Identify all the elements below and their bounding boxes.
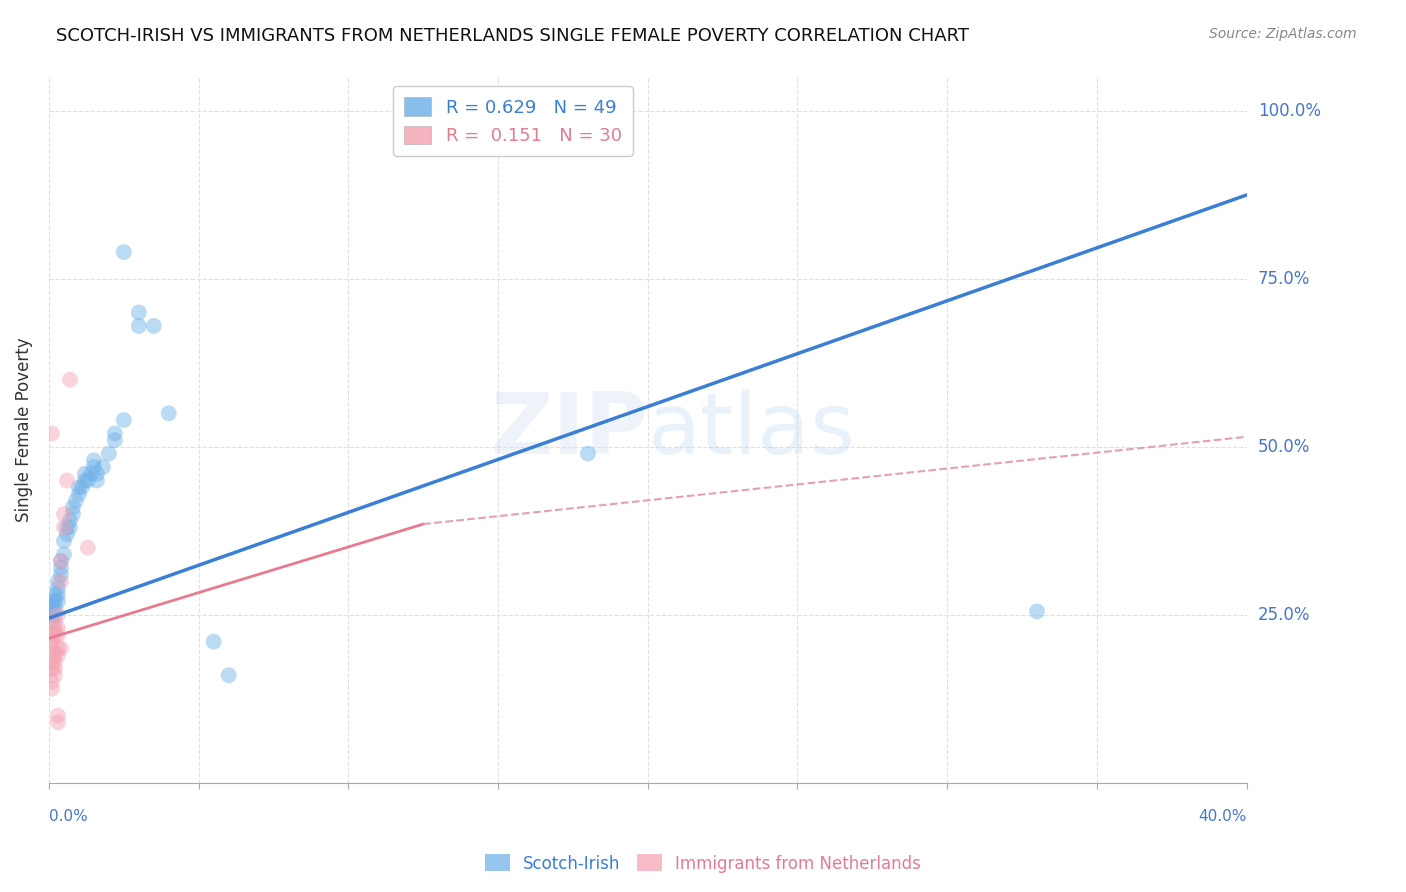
Point bbox=[44, 588, 66, 602]
Point bbox=[41, 661, 63, 675]
Point bbox=[41, 594, 63, 608]
Point bbox=[46, 628, 69, 642]
Point bbox=[41, 655, 63, 669]
Point bbox=[41, 641, 63, 656]
Point bbox=[41, 675, 63, 690]
Point bbox=[49, 641, 72, 656]
Text: 50.0%: 50.0% bbox=[1258, 438, 1310, 456]
Point bbox=[83, 453, 105, 467]
Point bbox=[73, 474, 96, 488]
Text: SCOTCH-IRISH VS IMMIGRANTS FROM NETHERLANDS SINGLE FEMALE POVERTY CORRELATION CH: SCOTCH-IRISH VS IMMIGRANTS FROM NETHERLA… bbox=[56, 27, 969, 45]
Point bbox=[41, 634, 63, 648]
Point bbox=[49, 561, 72, 575]
Point bbox=[52, 507, 75, 521]
Point bbox=[77, 474, 100, 488]
Point bbox=[44, 594, 66, 608]
Text: 40.0%: 40.0% bbox=[1198, 810, 1247, 824]
Point bbox=[65, 493, 87, 508]
Point bbox=[218, 668, 240, 682]
Point bbox=[44, 615, 66, 629]
Point bbox=[62, 500, 84, 515]
Point bbox=[97, 446, 120, 460]
Point bbox=[46, 594, 69, 608]
Text: ZIP: ZIP bbox=[491, 389, 648, 472]
Point bbox=[41, 601, 63, 615]
Point bbox=[44, 607, 66, 622]
Point bbox=[41, 607, 63, 622]
Point bbox=[112, 245, 135, 260]
Point bbox=[73, 467, 96, 481]
Point bbox=[44, 628, 66, 642]
Point bbox=[52, 533, 75, 548]
Point bbox=[157, 406, 180, 420]
Point bbox=[49, 554, 72, 568]
Point bbox=[44, 601, 66, 615]
Point bbox=[59, 373, 82, 387]
Text: 100.0%: 100.0% bbox=[1258, 102, 1320, 120]
Point bbox=[46, 588, 69, 602]
Legend: R = 0.629   N = 49, R =  0.151   N = 30: R = 0.629 N = 49, R = 0.151 N = 30 bbox=[394, 87, 633, 156]
Text: 25.0%: 25.0% bbox=[1258, 606, 1310, 624]
Point bbox=[44, 661, 66, 675]
Y-axis label: Single Female Poverty: Single Female Poverty bbox=[15, 338, 32, 523]
Point bbox=[86, 467, 108, 481]
Point bbox=[44, 668, 66, 682]
Point bbox=[86, 474, 108, 488]
Text: atlas: atlas bbox=[648, 389, 856, 472]
Point bbox=[46, 574, 69, 589]
Point bbox=[104, 433, 127, 447]
Point bbox=[46, 607, 69, 622]
Point bbox=[128, 318, 150, 333]
Point bbox=[70, 480, 93, 494]
Text: 0.0%: 0.0% bbox=[49, 810, 87, 824]
Point bbox=[112, 413, 135, 427]
Point bbox=[49, 574, 72, 589]
Point bbox=[41, 615, 63, 629]
Text: Source: ZipAtlas.com: Source: ZipAtlas.com bbox=[1209, 27, 1357, 41]
Point bbox=[46, 581, 69, 595]
Point bbox=[91, 460, 114, 475]
Point bbox=[104, 426, 127, 441]
Point bbox=[67, 480, 90, 494]
Point bbox=[41, 628, 63, 642]
Point bbox=[202, 634, 225, 648]
Text: 75.0%: 75.0% bbox=[1258, 270, 1310, 288]
Point bbox=[44, 621, 66, 635]
Point bbox=[46, 715, 69, 730]
Point bbox=[59, 514, 82, 528]
Point bbox=[46, 641, 69, 656]
Point bbox=[67, 487, 90, 501]
Point bbox=[46, 621, 69, 635]
Point bbox=[56, 474, 79, 488]
Point bbox=[83, 460, 105, 475]
Point bbox=[52, 520, 75, 534]
Point bbox=[80, 467, 103, 481]
Legend: Scotch-Irish, Immigrants from Netherlands: Scotch-Irish, Immigrants from Netherland… bbox=[478, 847, 928, 880]
Point bbox=[77, 541, 100, 555]
Point bbox=[44, 655, 66, 669]
Point bbox=[56, 520, 79, 534]
Point bbox=[41, 681, 63, 696]
Point bbox=[62, 507, 84, 521]
Point bbox=[49, 554, 72, 568]
Point bbox=[142, 318, 165, 333]
Point bbox=[52, 547, 75, 561]
Point bbox=[56, 527, 79, 541]
Point bbox=[44, 648, 66, 662]
Point bbox=[46, 708, 69, 723]
Point bbox=[59, 520, 82, 534]
Point bbox=[41, 426, 63, 441]
Point bbox=[1026, 604, 1049, 618]
Point bbox=[46, 648, 69, 662]
Point bbox=[576, 446, 599, 460]
Point bbox=[128, 305, 150, 319]
Point bbox=[49, 567, 72, 582]
